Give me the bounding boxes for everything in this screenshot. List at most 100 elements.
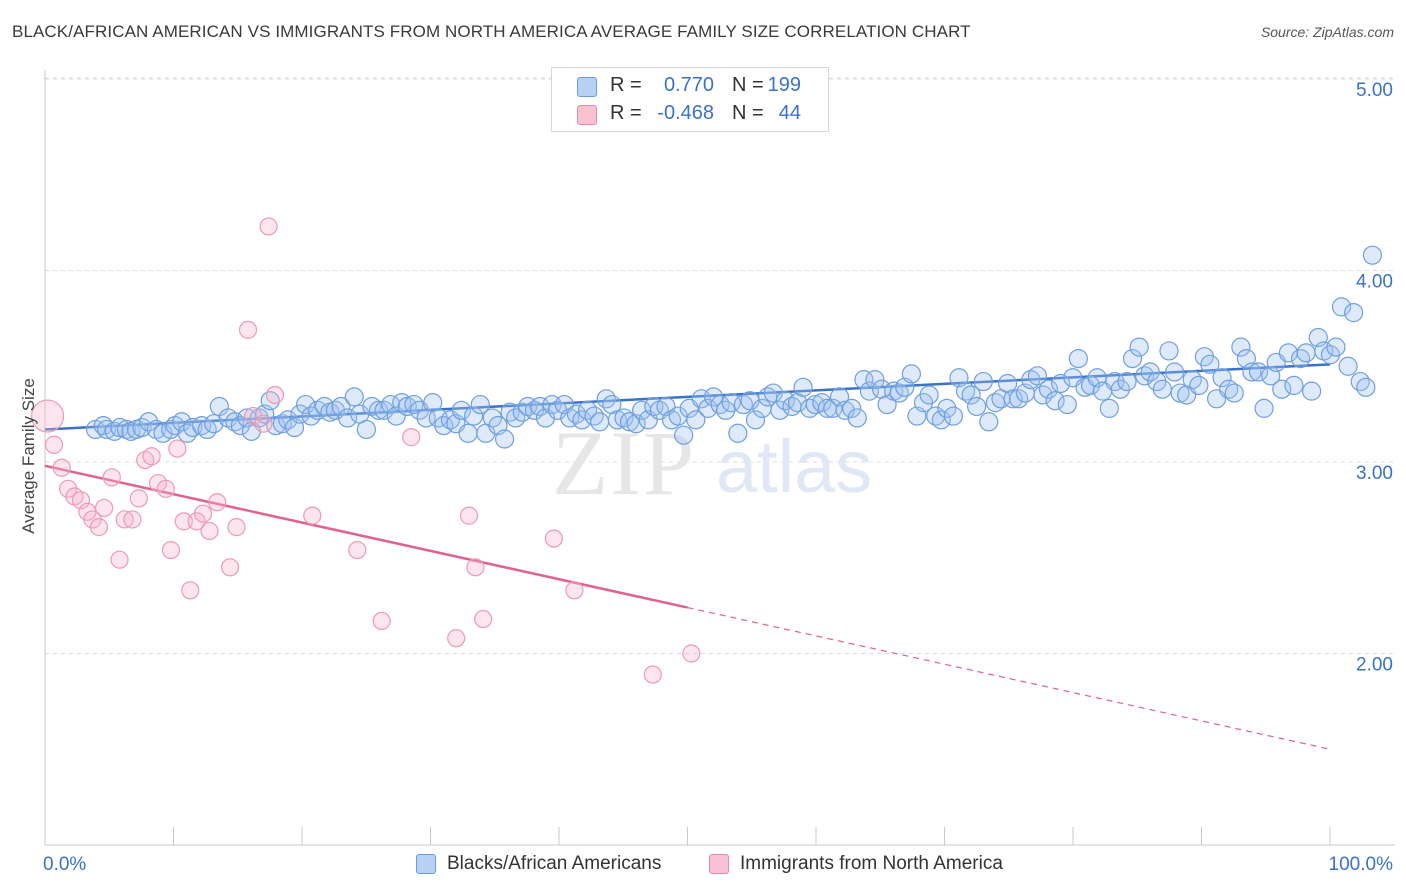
chart-title: BLACK/AFRICAN AMERICAN VS IMMIGRANTS FRO…: [12, 22, 971, 41]
point-immigrants: [52, 458, 71, 477]
point-immigrants: [193, 504, 213, 523]
point-blacks: [423, 393, 443, 413]
point-blacks: [1152, 379, 1172, 399]
point-immigrants: [303, 506, 322, 525]
trend-line-immigrants-extension: [687, 606, 1331, 750]
point-blacks: [854, 370, 874, 390]
point-immigrants: [110, 550, 129, 569]
point-blacks: [1057, 394, 1077, 415]
point-blacks: [470, 394, 490, 415]
point-blacks: [1362, 245, 1383, 265]
correlation-legend: R = 0.770 N = 199 R = -0.468 N = 44: [551, 67, 829, 132]
point-immigrants: [142, 447, 161, 466]
point-blacks: [356, 419, 376, 440]
point-blacks: [1122, 348, 1143, 369]
point-immigrants: [156, 479, 175, 498]
point-immigrants: [238, 320, 258, 339]
point-blacks: [1338, 356, 1358, 376]
point-blacks: [889, 383, 909, 403]
point-blacks: [1326, 337, 1346, 357]
point-blacks: [512, 402, 532, 422]
source-credit: Source: ZipAtlas.com: [1260, 24, 1394, 40]
y-axis-title: Average Family Size: [19, 378, 38, 534]
point-immigrants: [181, 581, 200, 600]
point-blacks: [674, 425, 694, 445]
point-blacks: [458, 423, 478, 443]
point-blacks: [847, 408, 867, 428]
point-blacks: [1170, 383, 1190, 403]
point-blacks: [440, 410, 461, 430]
x-tick-label-max: 100.0%: [1329, 854, 1394, 875]
point-blacks: [1045, 391, 1065, 411]
grid-lines: [45, 77, 1395, 654]
point-immigrants: [71, 491, 91, 510]
point-blacks: [835, 400, 855, 420]
point-blacks: [1284, 375, 1304, 395]
point-blacks: [703, 387, 724, 407]
point-blacks: [961, 385, 981, 405]
point-blacks: [1164, 362, 1185, 382]
point-blacks: [1135, 366, 1155, 386]
point-blacks: [404, 394, 424, 415]
trend-line-blacks: [44, 363, 1331, 431]
point-immigrants: [227, 518, 246, 537]
point-blacks: [721, 393, 741, 413]
point-immigrants: [174, 512, 193, 531]
point-immigrants: [265, 385, 285, 405]
y-tick-label: 5.00: [1356, 80, 1393, 101]
point-blacks: [1231, 337, 1251, 357]
point-blacks: [1038, 379, 1059, 399]
point-immigrants: [220, 558, 240, 577]
point-immigrants: [129, 489, 148, 508]
point-blacks: [1272, 379, 1292, 399]
bottom-legend-label: Immigrants from North America: [740, 853, 1003, 874]
point-blacks: [392, 393, 412, 413]
point-immigrants: [372, 611, 391, 631]
axis-labels: 5.00 4.00 3.00 2.00 0.0% 100.0%: [43, 80, 1393, 875]
point-immigrants: [95, 498, 114, 518]
point-blacks: [295, 394, 316, 415]
point-immigrants: [643, 665, 662, 684]
legend-r-label: R =: [610, 102, 642, 124]
y-tick-label: 3.00: [1356, 463, 1393, 484]
point-immigrants: [348, 540, 367, 560]
point-blacks: [745, 410, 766, 430]
point-blacks: [1110, 379, 1130, 399]
point-blacks: [1331, 297, 1352, 317]
point-immigrants: [565, 581, 584, 600]
point-blacks: [1224, 383, 1244, 403]
point-blacks: [1200, 354, 1220, 374]
point-immigrants: [168, 439, 187, 458]
point-immigrants: [208, 493, 227, 512]
point-immigrants: [123, 510, 142, 529]
legend-swatch-pink: [577, 105, 597, 125]
point-blacks: [104, 421, 124, 441]
point-immigrants: [115, 510, 134, 529]
point-blacks: [1003, 389, 1023, 409]
point-blacks: [937, 398, 957, 418]
legend-r-label: R =: [610, 74, 642, 96]
point-immigrants: [459, 506, 479, 525]
point-blacks: [1248, 362, 1269, 382]
data-points: [30, 217, 1383, 684]
legend-n-value: 44: [778, 102, 801, 124]
point-immigrants: [402, 428, 421, 447]
point-blacks: [331, 396, 351, 417]
point-blacks: [1302, 381, 1322, 401]
point-blacks: [842, 398, 862, 418]
point-blacks: [451, 400, 472, 420]
point-blacks: [590, 412, 610, 432]
point-blacks: [1189, 375, 1209, 395]
point-blacks: [691, 389, 711, 409]
point-blacks: [859, 381, 880, 401]
point-blacks: [1033, 385, 1053, 405]
point-blacks: [314, 396, 334, 417]
point-blacks: [998, 373, 1018, 394]
point-blacks: [686, 410, 706, 430]
point-blacks: [1350, 371, 1370, 392]
point-blacks: [1212, 368, 1232, 388]
point-blacks: [1242, 362, 1262, 382]
point-blacks: [770, 400, 790, 420]
x-tick-label-min: 0.0%: [43, 854, 86, 875]
